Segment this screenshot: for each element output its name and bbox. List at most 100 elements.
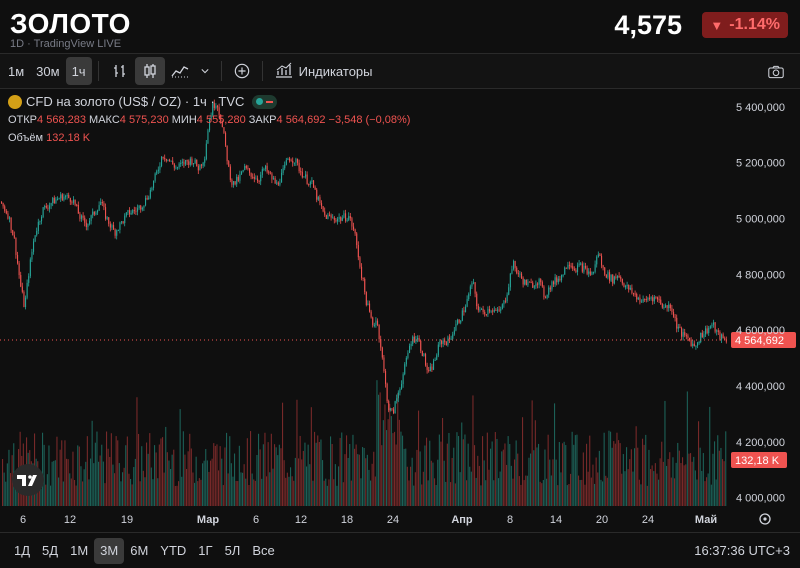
interval-1h[interactable]: 1ч [65, 57, 92, 85]
candles-icon[interactable] [134, 57, 165, 85]
candle-body [29, 259, 31, 277]
area-chart-icon[interactable] [165, 57, 195, 85]
volume-bar [418, 410, 420, 506]
volume-bar [234, 453, 236, 506]
volume-bar [349, 444, 351, 506]
candle-body [433, 360, 435, 370]
volume-bar [371, 463, 373, 506]
range-5d[interactable]: 5Д [42, 543, 59, 558]
volume-bar [498, 478, 500, 506]
candle-body [466, 299, 468, 307]
range-6m[interactable]: 6М [130, 543, 149, 558]
volume-bar [229, 436, 231, 506]
volume-bar [501, 451, 503, 506]
range-5y[interactable]: 5Л [224, 543, 241, 558]
candle-body [591, 271, 593, 275]
candle-body [420, 340, 422, 351]
volume-bar [301, 459, 303, 506]
range-all[interactable]: Все [252, 543, 275, 558]
candle-body [108, 217, 110, 224]
gold-icon [8, 94, 22, 109]
candle-body [485, 314, 487, 316]
volume-bar [678, 450, 680, 506]
volume-bar [232, 476, 234, 506]
candle-body [196, 159, 198, 167]
volume-bar [536, 447, 538, 506]
symbol-legend[interactable]: CFD на золото (US$ / OZ) · 1ч · TVC [8, 94, 278, 109]
candle-body [18, 263, 20, 276]
candle-body [367, 303, 369, 306]
volume-tag-label: 132,18 K [735, 455, 780, 467]
volume-bar [288, 476, 290, 506]
volume-bar [698, 421, 700, 506]
candle-body [383, 357, 385, 372]
candle-body [476, 293, 478, 307]
volume-bar [118, 463, 120, 506]
volume-bar [384, 404, 386, 506]
candle-body [10, 217, 12, 231]
camera-icon[interactable] [762, 58, 790, 86]
candle-body [202, 162, 204, 166]
price-chart[interactable]: 4 564,692 132,18 K 5 400,000 5 200,000 5 00… [0, 90, 800, 530]
candle-body [677, 326, 679, 329]
volume-bar [82, 481, 84, 506]
volume-bar [541, 483, 543, 506]
candle-body [602, 265, 604, 268]
volume-bar [285, 477, 287, 506]
candle-body [97, 210, 99, 213]
candle-body [533, 286, 535, 288]
volume-bar [381, 445, 383, 506]
candle-body [154, 173, 156, 181]
candle-body [391, 408, 393, 410]
volume-bar [595, 457, 597, 506]
candle-body [207, 130, 209, 144]
candle-body [81, 215, 83, 219]
volume-bar [606, 477, 608, 506]
change-badge: ▼ -1.14% [702, 12, 788, 38]
volume-bar [613, 441, 615, 506]
candle-body [724, 338, 726, 340]
candle-body [469, 286, 471, 295]
divider [261, 61, 263, 81]
range-1m[interactable]: 1М [70, 543, 89, 558]
volume-bar [544, 449, 546, 506]
volume-bar [664, 400, 666, 506]
volume-bar [112, 464, 114, 506]
volume-bar [14, 479, 16, 506]
volume-bar [667, 459, 669, 506]
volume-bar [443, 460, 445, 506]
candle-body [610, 274, 612, 281]
volume-bar [429, 440, 431, 506]
bar-chart-icon[interactable] [105, 57, 135, 85]
x-tick-label: 6 [20, 514, 26, 526]
chevron-down-icon[interactable] [195, 57, 215, 85]
candle-body [132, 210, 134, 213]
candle-body [514, 261, 516, 268]
interval-1m[interactable]: 1м [8, 63, 25, 79]
candle-body [181, 161, 183, 164]
candle-body [663, 307, 665, 309]
candle-body [321, 203, 323, 207]
volume-bar [266, 476, 268, 506]
interval-30m[interactable]: 30м [36, 63, 60, 79]
candle-body [674, 316, 676, 318]
range-ytd[interactable]: YTD [160, 543, 187, 558]
candle-body [463, 310, 465, 313]
candle-body [180, 163, 182, 165]
candle-body [39, 221, 41, 223]
candle-body [164, 157, 166, 159]
candle-body [356, 233, 358, 246]
range-3m[interactable]: 3М [94, 537, 125, 564]
volume-bar [653, 471, 655, 506]
range-1y[interactable]: 1Г [198, 543, 213, 558]
candle-body [650, 297, 652, 299]
candle-body [681, 327, 683, 337]
indicators-button[interactable]: Индикаторы [269, 57, 379, 85]
volume-bar [208, 471, 210, 506]
plus-circle-icon[interactable] [228, 57, 256, 85]
volume-bar [466, 480, 468, 506]
candle-body [234, 181, 236, 185]
volume-bar [594, 483, 596, 506]
volume-bar [576, 434, 578, 506]
range-1d[interactable]: 1Д [14, 543, 31, 558]
